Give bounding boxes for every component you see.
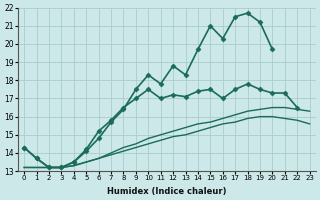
X-axis label: Humidex (Indice chaleur): Humidex (Indice chaleur) bbox=[107, 187, 227, 196]
